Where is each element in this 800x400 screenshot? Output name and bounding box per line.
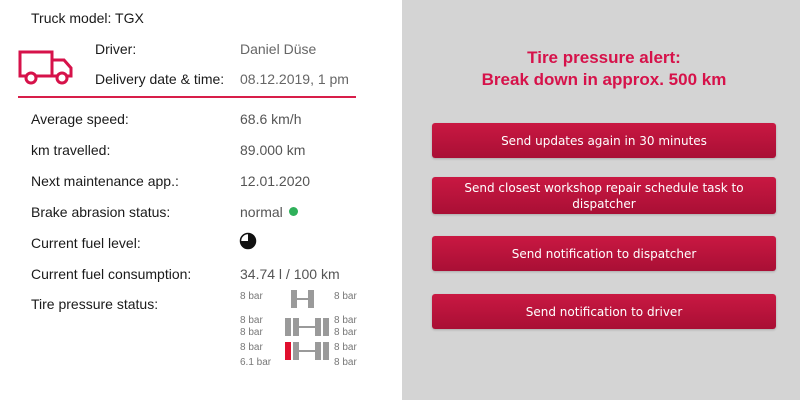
- divider: [18, 96, 356, 98]
- average-speed-label: Average speed:: [31, 111, 129, 127]
- next-maintenance-label: Next maintenance app.:: [31, 173, 179, 189]
- tire-shape: [315, 318, 321, 336]
- fuel-consumption-value: 34.74 l / 100 km: [240, 266, 340, 282]
- delivery-label: Delivery date & time:: [95, 71, 225, 87]
- km-travelled-label: km travelled:: [31, 142, 111, 158]
- tire-pressure-alert: Tire pressure alert: Break down in appro…: [432, 47, 776, 91]
- average-speed-value: 68.6 km/h: [240, 111, 302, 127]
- tire-shape: [315, 342, 321, 360]
- tire-shape: [308, 290, 314, 308]
- driver-label: Driver:: [95, 41, 137, 57]
- truck-model: Truck model: TGX: [31, 10, 144, 26]
- tire-shape: [285, 318, 291, 336]
- send-updates-button[interactable]: Send updates again in 30 minutes: [432, 123, 776, 158]
- notify-driver-button[interactable]: Send notification to driver: [432, 294, 776, 329]
- tire-shape: [323, 318, 329, 336]
- alert-message: Break down in approx. 500 km: [481, 70, 727, 89]
- tire-shape: [293, 342, 299, 360]
- fuel-level-pie-icon: [239, 232, 257, 250]
- tire-mid2-left: 8 bar: [240, 327, 263, 338]
- send-workshop-schedule-button[interactable]: Send closest workshop repair schedule ta…: [432, 177, 776, 214]
- tire-rear2-left: 6.1 bar: [240, 357, 272, 368]
- km-travelled-value: 89.000 km: [240, 142, 306, 158]
- next-maintenance-value: 12.01.2020: [240, 173, 311, 189]
- truck-icon: [18, 50, 73, 85]
- tire-front-left: 8 bar: [240, 291, 263, 302]
- tire-front-right: 8 bar: [334, 291, 357, 302]
- tire-rear-left: 8 bar: [240, 342, 263, 353]
- brake-abrasion-label: Brake abrasion status:: [31, 204, 171, 220]
- tire-shape: [293, 318, 299, 336]
- tire-mid-left: 8 bar: [240, 315, 263, 326]
- tire-shape: [323, 342, 329, 360]
- delivery-value: 08.12.2019, 1 pm: [240, 71, 349, 87]
- tire-rear2-right: 8 bar: [334, 357, 357, 368]
- notify-dispatcher-button[interactable]: Send notification to dispatcher: [432, 236, 776, 271]
- tire-rear-right: 8 bar: [334, 342, 357, 353]
- driver-value: Daniel Düse: [240, 41, 317, 57]
- alert-title: Tire pressure alert:: [527, 48, 681, 67]
- status-ok-icon: [288, 207, 298, 216]
- truck-info-panel: Truck model: TGX Driver: Daniel Düse Del…: [18, 10, 357, 368]
- tire-shape: [291, 290, 297, 308]
- tire-axle-diagram: [285, 290, 329, 360]
- fuel-consumption-label: Current fuel consumption:: [31, 266, 192, 282]
- tire-mid-right: 8 bar: [334, 315, 357, 326]
- fuel-level-label: Current fuel level:: [31, 235, 141, 251]
- tire-mid2-right: 8 bar: [334, 327, 357, 338]
- brake-abrasion-value: normal: [240, 204, 283, 220]
- tire-pressure-label: Tire pressure status:: [31, 296, 159, 312]
- tire-alert-shape: [285, 342, 291, 360]
- brake-abrasion-status: normal: [240, 204, 298, 220]
